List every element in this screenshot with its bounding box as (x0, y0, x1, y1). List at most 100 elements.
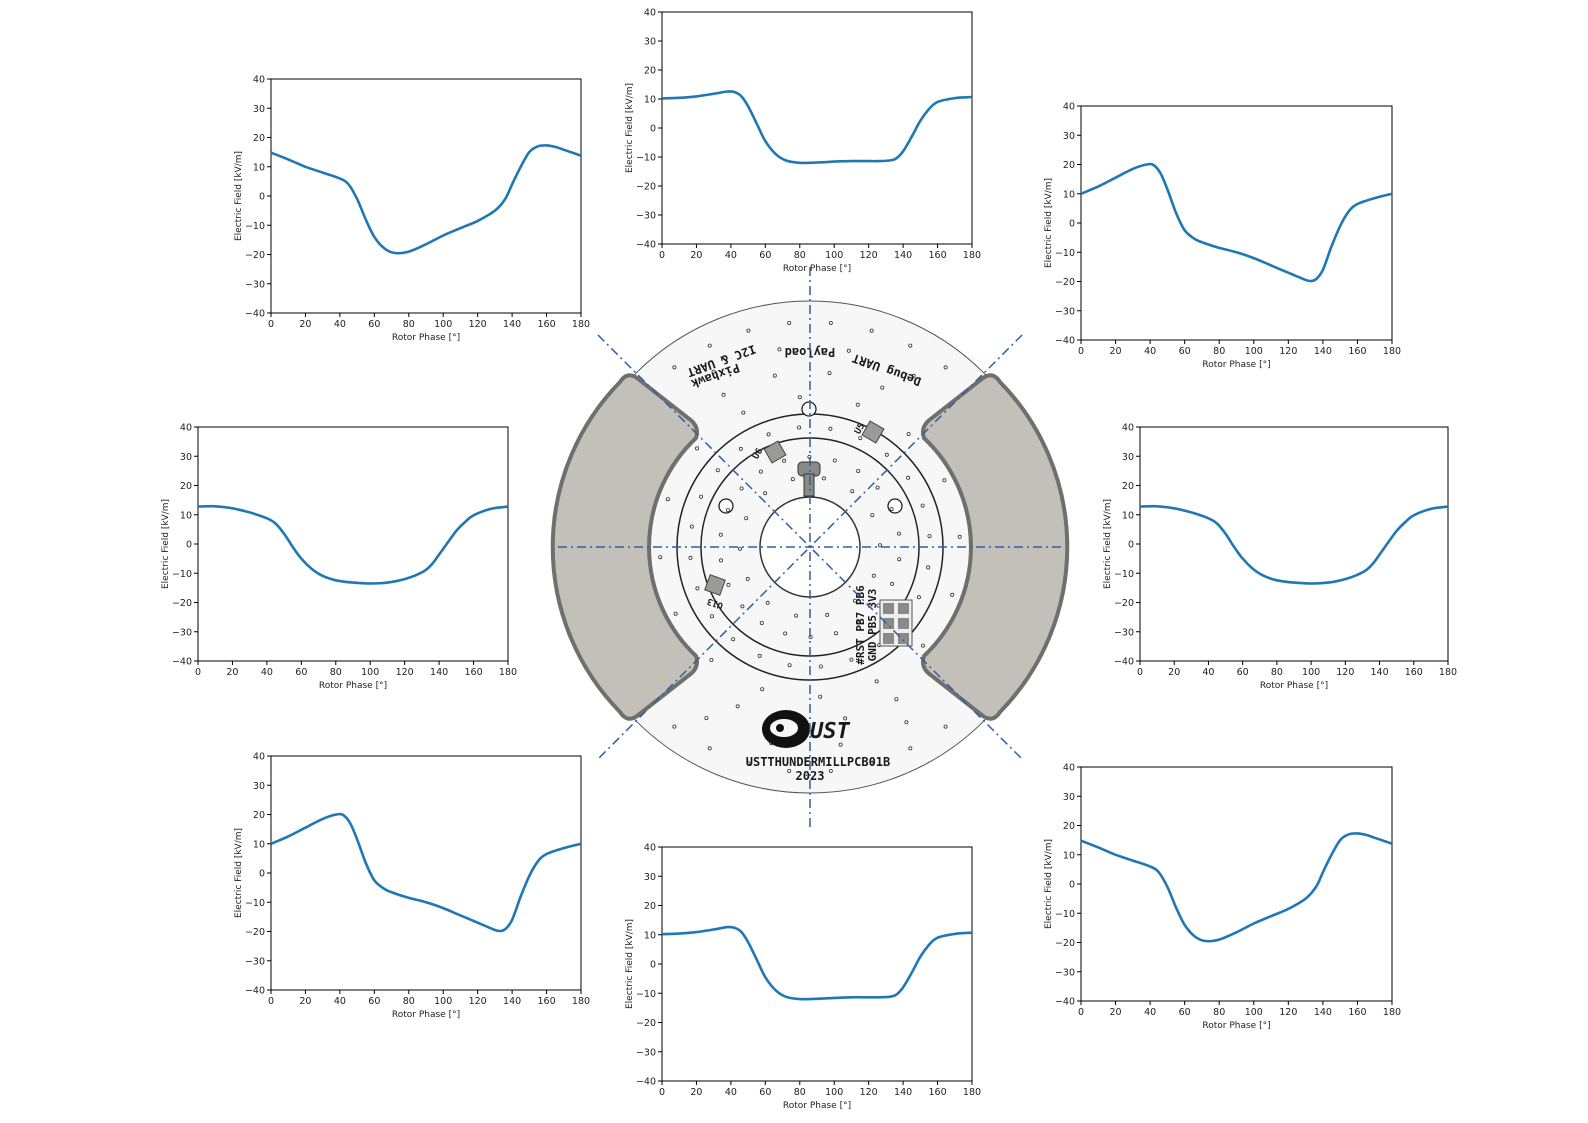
chart-right: 0 20 40 60 80 100 120 140 160 180 −40 −30 −20 −10 0 10 2… (1103, 423, 1457, 692)
y-axis-label: Electric Field [kV/m] (234, 828, 244, 918)
x-tick-label: 80 (1213, 1007, 1225, 1018)
via-54 (688, 555, 693, 560)
sensor-axis-lines (558, 267, 1062, 827)
via-78 (725, 508, 730, 513)
plot-frame (270, 755, 582, 991)
y-tick-label: 10 (1122, 510, 1134, 521)
chart-left: 0 20 40 60 80 100 120 140 160 180 −40 −30 −20 −10 0 10 2… (161, 423, 517, 692)
y-tick-label: −40 (245, 986, 265, 997)
x-tick-label: 100 (434, 319, 452, 330)
x-tick-label: 0 (1137, 667, 1143, 678)
y-tick-label: 0 (1128, 540, 1134, 551)
via-102 (870, 513, 875, 518)
x-tick-label: 160 (464, 667, 482, 678)
via-1 (908, 746, 913, 751)
x-tick-label: 120 (396, 667, 414, 678)
x-tick-label: 0 (659, 250, 665, 261)
y-tick-label: −30 (1114, 627, 1134, 638)
chip-u6 (763, 440, 787, 464)
plot-frame (270, 78, 582, 314)
via-86 (889, 507, 894, 512)
series-line-0 (1080, 162, 1393, 283)
y-tick-label: 30 (1122, 452, 1134, 463)
x-tick-label: 40 (1144, 1007, 1156, 1018)
via-27 (735, 704, 740, 709)
x-axis-label: Rotor Phase [°] (1202, 1021, 1270, 1031)
x-tick-label: 180 (963, 1087, 981, 1098)
y-tick-label: 0 (1069, 219, 1075, 230)
chip-u5 (861, 420, 885, 444)
plot-frame (1139, 426, 1449, 662)
x-axis-label: Rotor Phase [°] (392, 333, 460, 343)
via-8 (672, 365, 677, 370)
x-tick-label: 60 (368, 996, 380, 1007)
x-tick-label: 180 (572, 996, 590, 1007)
via-22 (846, 348, 851, 353)
y-axis-label: Electric Field [kV/m] (1044, 178, 1054, 268)
via-103 (878, 543, 883, 548)
y-tick-label: 30 (1063, 131, 1075, 142)
y-tick-label: 30 (1063, 792, 1075, 803)
y-axis-label: Electric Field [kV/m] (234, 151, 244, 241)
x-tick-label: 40 (1144, 346, 1156, 357)
x-axis-label: Rotor Phase [°] (319, 681, 387, 691)
plot-frame (1080, 105, 1393, 341)
y-tick-label: 30 (253, 781, 265, 792)
mount-hole-top (801, 401, 817, 417)
y-tick-label: 40 (1063, 102, 1075, 113)
y-tick-label: −30 (245, 956, 265, 967)
via-0 (943, 724, 948, 729)
y-tick-label: −10 (1114, 569, 1134, 580)
via-77 (718, 532, 723, 537)
via-2 (869, 761, 874, 766)
x-tick-label: 140 (1370, 667, 1388, 678)
via-17 (838, 742, 843, 747)
y-tick-label: −30 (1055, 967, 1075, 978)
x-tick-label: 100 (1302, 667, 1320, 678)
y-tick-label: 30 (180, 452, 192, 463)
x-tick-label: 20 (690, 250, 702, 261)
x-tick-label: 180 (1383, 1007, 1401, 1018)
series-line-0 (270, 812, 582, 933)
x-tick-label: 160 (1348, 1007, 1366, 1018)
via-84 (856, 468, 861, 473)
y-tick-label: 30 (644, 37, 656, 48)
via-85 (875, 485, 880, 490)
logo-text: UST (810, 719, 850, 744)
y-tick-label: 20 (1122, 481, 1134, 492)
x-tick-label: 60 (1179, 346, 1191, 357)
x-tick-label: 120 (860, 250, 878, 261)
via-73 (759, 621, 764, 626)
x-tick-label: 100 (361, 667, 379, 678)
y-tick-label: 20 (253, 133, 265, 144)
x-tick-label: 120 (469, 996, 487, 1007)
x-tick-label: 0 (1078, 1007, 1084, 1018)
y-axis-label: Electric Field [kV/m] (1044, 839, 1054, 929)
x-tick-label: 80 (794, 250, 806, 261)
left-electrode-pad (550, 373, 699, 721)
via-14 (908, 343, 913, 348)
via-101 (850, 489, 855, 494)
via-104 (871, 573, 876, 578)
y-tick-label: 20 (644, 66, 656, 77)
via-50 (757, 653, 762, 658)
y-tick-label: −40 (172, 657, 192, 668)
board-name: USTTHUNDERMILLPCB01B (746, 755, 891, 769)
y-tick-label: 0 (650, 124, 656, 135)
y-tick-label: 10 (1063, 189, 1075, 200)
via-105 (852, 598, 857, 603)
via-59 (766, 432, 771, 437)
via-4 (787, 769, 792, 774)
x-tick-label: 120 (1279, 346, 1297, 357)
label-u6: U6 (751, 447, 765, 461)
y-axis-label: Electric Field [kV/m] (625, 83, 635, 173)
via-13 (869, 328, 874, 333)
x-axis-label: Rotor Phase [°] (1260, 681, 1328, 691)
x-axis-label: Rotor Phase [°] (783, 1101, 851, 1111)
series-line-0 (661, 925, 973, 1001)
via-48 (818, 664, 823, 669)
via-80 (758, 469, 763, 474)
y-tick-label: 40 (253, 75, 265, 86)
via-72 (783, 631, 788, 636)
